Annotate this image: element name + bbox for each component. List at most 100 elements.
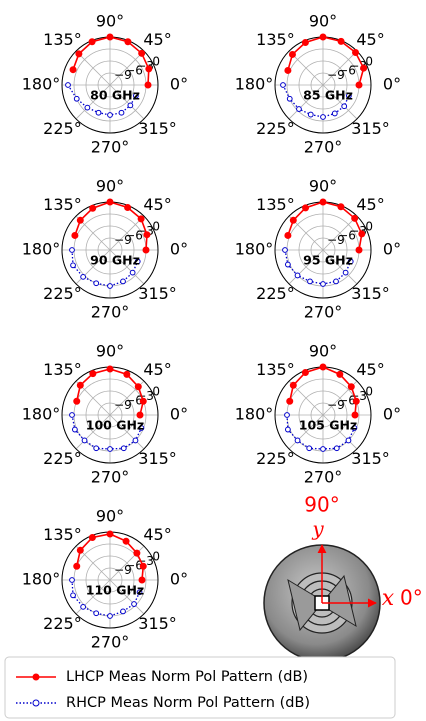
theta-tick-label: 315° (351, 284, 390, 303)
pattern-point (107, 446, 113, 452)
pattern-point (288, 50, 296, 58)
theta-tick-label: 135° (256, 30, 295, 49)
legend-box (4, 656, 396, 719)
pattern-point (120, 278, 126, 285)
pattern-point (138, 425, 145, 431)
pattern-point (337, 203, 345, 211)
pattern-point (294, 272, 301, 279)
pattern-point (358, 230, 366, 238)
pattern-point (136, 589, 143, 596)
pattern-point (76, 381, 84, 389)
theta-tick-label: 135° (43, 360, 82, 379)
theta-grid-line (109, 50, 145, 86)
theta-tick-label: 90° (96, 342, 124, 361)
pattern-point (65, 82, 71, 88)
theta-tick-label: 45° (356, 360, 384, 379)
pattern-point (284, 426, 291, 433)
r-tick-label: 0 (365, 219, 373, 233)
theta-grid-line (75, 50, 111, 86)
pattern-point (120, 608, 126, 615)
theta-tick-label: 180° (22, 240, 61, 259)
theta-tick-label: 225° (256, 284, 295, 303)
pattern-point (124, 38, 132, 46)
theta-tick-label: 0° (383, 240, 401, 259)
pattern-point (347, 383, 355, 391)
r-tick-label: −6 (338, 394, 356, 408)
theta-tick-label: 270° (91, 468, 130, 487)
pattern-point (106, 530, 114, 538)
theta-tick-label: 90° (309, 177, 337, 196)
theta-tick-label: 45° (143, 525, 171, 544)
y-label: y (311, 517, 324, 541)
legend-label: LHCP Meas Norm Pol Pattern (dB) (66, 669, 308, 685)
r-tick-label: −6 (125, 229, 143, 243)
theta-grid-line (109, 579, 145, 615)
legend-label: RHCP Meas Norm Pol Pattern (dB) (66, 695, 310, 711)
pattern-point (280, 82, 286, 88)
theta-tick-label: 270° (304, 303, 343, 322)
pattern-point (355, 246, 363, 254)
pattern-point (145, 65, 153, 73)
pattern-point (132, 92, 139, 99)
theta-grid-line (322, 215, 358, 251)
pattern-point (306, 445, 313, 452)
pattern-point (134, 383, 142, 391)
pattern-point (142, 246, 150, 254)
angle-90-label: 90° (304, 493, 339, 517)
pattern-point (93, 610, 100, 617)
pattern-point (143, 231, 151, 239)
pattern-point (284, 412, 290, 418)
theta-tick-label: 270° (304, 468, 343, 487)
theta-grid-line (109, 414, 145, 450)
theta-tick-label: 0° (170, 570, 188, 589)
theta-tick-label: 90° (309, 342, 337, 361)
theta-tick-label: 0° (170, 405, 188, 424)
r-tick-label: 0 (365, 384, 373, 398)
pattern-line (286, 414, 355, 450)
pattern-point (301, 369, 309, 377)
theta-tick-label: 90° (96, 12, 124, 31)
theta-grid-line (322, 84, 358, 120)
pattern-point (320, 446, 326, 452)
pattern-point (88, 534, 96, 542)
r-tick-label: 0 (152, 384, 160, 398)
pattern-point (73, 95, 80, 102)
pattern-point (345, 437, 352, 444)
theta-tick-label: 180° (22, 570, 61, 589)
theta-tick-label: 270° (304, 138, 343, 157)
pattern-point (336, 370, 344, 378)
pattern-point (81, 437, 88, 444)
pattern-point (76, 216, 84, 224)
pattern-point (69, 577, 75, 583)
pattern-point (333, 445, 340, 452)
legend-marker (32, 673, 40, 681)
pattern-point (120, 445, 127, 452)
theta-grid-line (109, 249, 145, 285)
theta-tick-label: 315° (351, 449, 390, 468)
r-tick-label: −6 (338, 64, 356, 78)
theta-tick-label: 225° (43, 614, 82, 633)
antenna-inset: y 90° x 0° (263, 493, 423, 662)
pattern-point (319, 198, 327, 206)
theta-grid-line (322, 414, 358, 450)
pattern-point (136, 411, 144, 419)
pattern-point (284, 231, 292, 239)
theta-tick-label: 225° (256, 449, 295, 468)
pattern-point (69, 247, 75, 253)
pattern-point (70, 262, 76, 269)
pattern-point (319, 33, 327, 41)
theta-tick-label: 135° (43, 195, 82, 214)
pattern-point (307, 278, 313, 285)
pattern-point (144, 81, 152, 89)
r-tick-label: −9 (114, 68, 132, 82)
pattern-point (106, 365, 114, 373)
pattern-point (124, 204, 132, 212)
pattern-point (351, 214, 359, 222)
pattern-point (284, 261, 291, 268)
r-tick-label: −6 (125, 394, 143, 408)
theta-tick-label: 270° (91, 633, 130, 652)
theta-tick-label: 225° (43, 284, 82, 303)
